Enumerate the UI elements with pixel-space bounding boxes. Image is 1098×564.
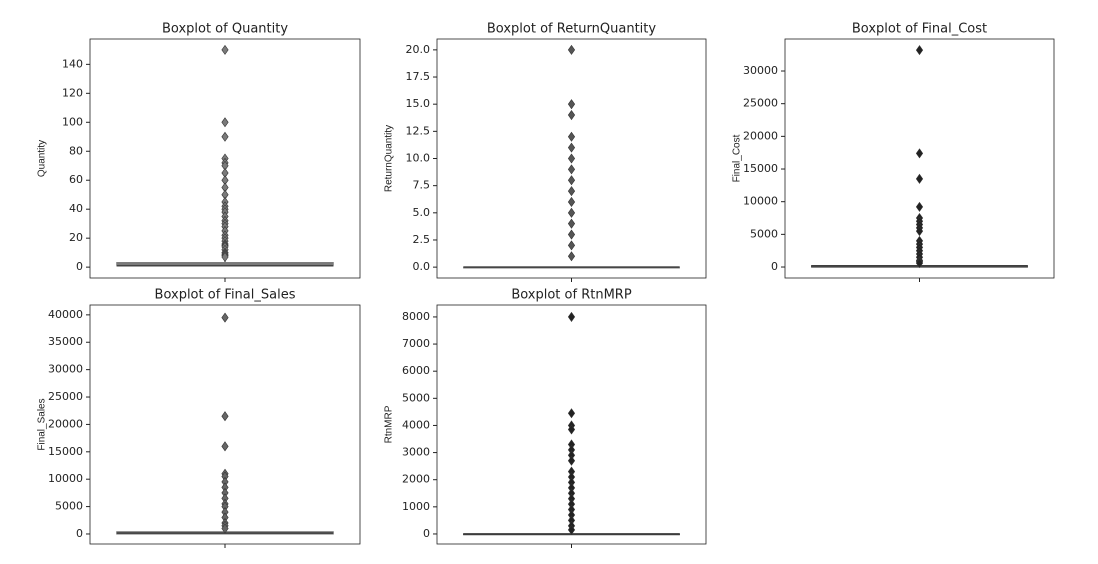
outlier xyxy=(221,312,229,323)
outlier xyxy=(915,258,924,269)
chart-title: Boxplot of Final_Sales xyxy=(155,288,296,303)
y-tick-label: 1000 xyxy=(402,500,430,513)
y-tick-label: 80 xyxy=(69,144,83,157)
outlier xyxy=(567,164,576,175)
outlier xyxy=(567,524,576,535)
y-tick-label: 15000 xyxy=(48,445,83,458)
y-tick-label: 100 xyxy=(62,115,83,128)
chart-title: Boxplot of Final_Cost xyxy=(852,22,987,37)
outlier xyxy=(567,99,576,110)
y-tick-label: 25000 xyxy=(743,97,778,110)
outlier xyxy=(567,424,576,435)
y-tick-label: 5.0 xyxy=(413,206,431,219)
outlier xyxy=(567,455,576,466)
y-tick-label: 25000 xyxy=(48,390,83,403)
y-tick-label: 0 xyxy=(771,260,778,273)
y-tick-label: 2.5 xyxy=(413,233,431,246)
y-tick-label: 4000 xyxy=(402,418,430,431)
y-tick-label: 30000 xyxy=(48,363,83,376)
y-tick-label: 20000 xyxy=(48,417,83,430)
y-tick-label: 0 xyxy=(76,527,83,540)
y-tick-label: 7000 xyxy=(402,337,430,350)
y-tick-label: 15000 xyxy=(743,162,778,175)
outlier xyxy=(221,441,229,452)
outlier xyxy=(915,173,924,184)
y-axis-label: ReturnQuantity xyxy=(384,125,395,192)
outlier xyxy=(915,226,924,237)
y-tick-label: 10000 xyxy=(48,472,83,485)
axes-frame xyxy=(89,38,361,279)
y-tick-label: 10.0 xyxy=(406,152,431,165)
y-tick-label: 5000 xyxy=(402,391,430,404)
y-tick-label: 30000 xyxy=(743,64,778,77)
chart-title: Boxplot of ReturnQuantity xyxy=(487,22,656,37)
y-tick-label: 6000 xyxy=(402,364,430,377)
y-tick-label: 20000 xyxy=(743,129,778,142)
outlier xyxy=(567,218,576,229)
y-tick-label: 40000 xyxy=(48,308,83,321)
outlier xyxy=(221,117,229,128)
outlier xyxy=(567,311,576,322)
y-tick-label: 2000 xyxy=(402,473,430,486)
y-tick-label: 3000 xyxy=(402,446,430,459)
outlier xyxy=(567,142,576,153)
outlier xyxy=(221,251,229,263)
y-axis-label: Final_Cost xyxy=(732,134,743,182)
y-tick-label: 35000 xyxy=(48,335,83,348)
outlier xyxy=(567,175,576,186)
outlier xyxy=(567,251,576,262)
chart-title: Boxplot of Quantity xyxy=(162,22,288,37)
y-tick-label: 12.5 xyxy=(406,124,431,137)
y-tick-label: 5000 xyxy=(55,500,83,513)
y-tick-label: 120 xyxy=(62,86,83,99)
y-tick-label: 60 xyxy=(69,173,83,186)
outlier xyxy=(567,408,576,419)
outlier xyxy=(567,240,576,251)
outlier xyxy=(915,45,924,56)
outlier xyxy=(915,201,924,212)
outlier xyxy=(221,131,229,142)
y-tick-label: 15.0 xyxy=(406,97,431,110)
outlier xyxy=(567,196,576,207)
y-tick-label: 140 xyxy=(62,57,83,70)
axes-frame xyxy=(436,304,707,545)
y-tick-label: 40 xyxy=(69,202,83,215)
y-tick-label: 0.0 xyxy=(413,260,431,273)
outlier xyxy=(567,131,576,142)
y-tick-label: 20 xyxy=(69,231,83,244)
outlier xyxy=(221,411,229,422)
outlier xyxy=(221,44,229,55)
y-tick-label: 0 xyxy=(76,260,83,273)
outlier xyxy=(567,153,576,164)
outlier xyxy=(221,523,229,534)
y-axis-label: Final_Sales xyxy=(37,398,48,450)
axes-frame xyxy=(784,38,1055,279)
outlier xyxy=(567,207,576,218)
outlier xyxy=(567,229,576,240)
y-tick-label: 10000 xyxy=(743,195,778,208)
y-tick-label: 17.5 xyxy=(406,70,431,83)
y-tick-label: 5000 xyxy=(750,227,778,240)
axes-frame xyxy=(89,304,361,545)
outlier xyxy=(567,186,576,197)
y-tick-label: 0 xyxy=(423,527,430,540)
y-axis-label: Quantity xyxy=(37,140,48,177)
y-tick-label: 20.0 xyxy=(406,43,431,56)
outlier xyxy=(567,110,576,121)
y-tick-label: 8000 xyxy=(402,310,430,323)
y-axis-label: RtnMRP xyxy=(384,405,395,443)
chart-title: Boxplot of RtnMRP xyxy=(511,288,631,303)
outlier xyxy=(915,148,924,159)
outlier xyxy=(567,44,576,55)
y-tick-label: 7.5 xyxy=(413,179,431,192)
axes-frame xyxy=(436,38,707,279)
